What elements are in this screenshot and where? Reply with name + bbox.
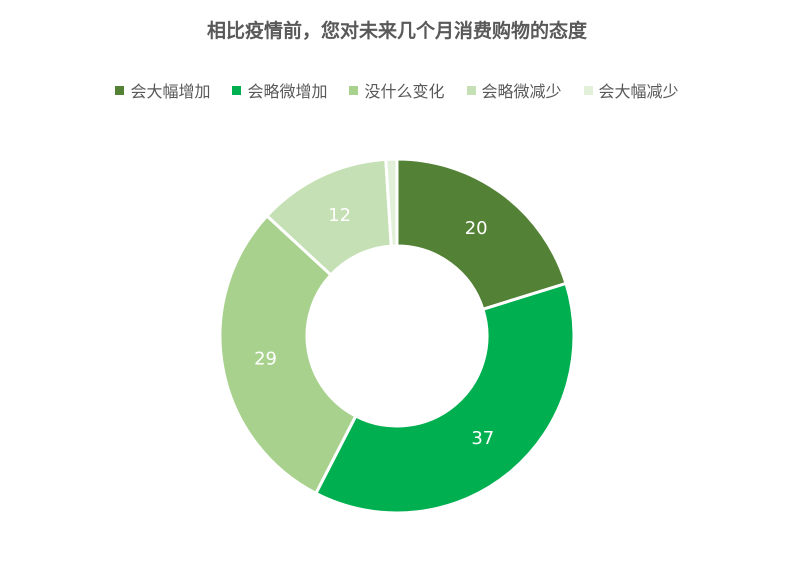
legend: 会大幅增加 会略微增加 没什么变化 会略微减少 会大幅减少 — [0, 78, 794, 102]
legend-label-1: 会略微增加 — [247, 82, 328, 101]
legend-item-1: 会略微增加 — [232, 78, 327, 102]
legend-label-4: 会大幅减少 — [598, 82, 679, 101]
legend-swatch-2 — [349, 85, 359, 95]
legend-label-0: 会大幅增加 — [130, 82, 211, 101]
legend-swatch-3 — [466, 85, 476, 95]
legend-label-2: 没什么变化 — [364, 82, 445, 101]
data-label-3: 12 — [328, 205, 351, 226]
legend-swatch-4 — [583, 85, 593, 95]
data-label-0: 20 — [465, 218, 488, 239]
legend-swatch-1 — [232, 85, 242, 95]
legend-item-4: 会大幅减少 — [583, 78, 679, 102]
legend-swatch-0 — [115, 85, 125, 95]
legend-item-0: 会大幅增加 — [115, 78, 210, 102]
legend-label-3: 会略微减少 — [481, 82, 562, 101]
donut-slice-2 — [218, 213, 358, 496]
chart-title: 相比疫情前，您对未来几个月消费购物的态度 — [206, 20, 587, 42]
data-label-1: 37 — [471, 428, 494, 449]
legend-item-2: 没什么变化 — [349, 78, 445, 102]
data-label-2: 29 — [254, 349, 277, 370]
donut-slice-0 — [395, 157, 568, 312]
donut-slice-4 — [384, 157, 399, 248]
donut-slice-1 — [313, 281, 576, 515]
legend-item-3: 会略微减少 — [466, 78, 562, 102]
